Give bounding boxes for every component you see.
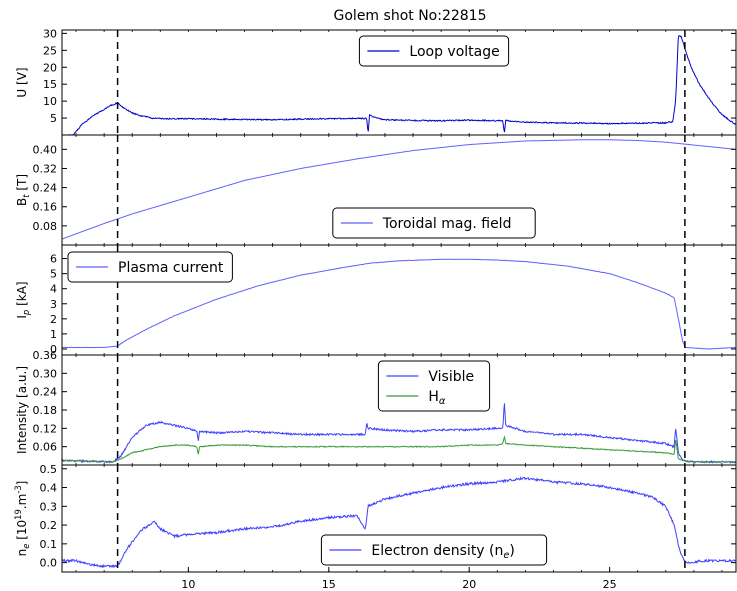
legend-box xyxy=(377,360,491,412)
series-line-1 xyxy=(62,258,736,350)
y-tick-label: 0.18 xyxy=(33,404,58,417)
legend: Electron density (ne) xyxy=(320,534,548,566)
panel-2: 0.08 0.16 0.24 0.32 0.40 Bt [T] Toroidal mag. … xyxy=(15,134,737,246)
x-tick-label: 10 xyxy=(181,578,195,591)
y-tick-label: 0.1 xyxy=(40,538,58,551)
legend: Visible Hα xyxy=(377,360,491,412)
y-axis-label: Intensity [a.u.] xyxy=(15,366,29,454)
panel-3: 0 1 2 3 4 5 6 Ip [kA] Plasma current xyxy=(15,244,737,356)
y-tick-label: 0.24 xyxy=(33,386,58,399)
plot-frame xyxy=(61,464,737,573)
series-line-1 xyxy=(62,139,736,240)
series-line-1 xyxy=(62,476,736,569)
y-axis-label: U [V] xyxy=(15,67,29,97)
y-tick-label: 0.30 xyxy=(33,367,58,380)
y-tick-label: 0.16 xyxy=(33,201,58,214)
y-tick-label: 5 xyxy=(50,112,57,125)
y-tick-label: 10 xyxy=(43,95,57,108)
y-tick-label: 0.12 xyxy=(33,422,58,435)
y-tick-label: 30 xyxy=(43,27,57,40)
legend-box xyxy=(358,35,510,67)
x-tick-label: 20 xyxy=(462,578,476,591)
y-tick-label: 0.40 xyxy=(33,143,58,156)
legend-label: Loop voltage xyxy=(409,44,499,60)
x-tick-label: 15 xyxy=(322,578,336,591)
y-tick-label: 0.2 xyxy=(40,519,58,532)
panel-4: 0.06 0.12 0.18 0.24 0.30 0.36 Intensity [a.u.]… xyxy=(15,349,737,466)
panel-5: 0.0 0.1 0.2 0.3 0.4 0.5 10 15 20 25 ne [1019.m-3] E… xyxy=(13,463,737,591)
y-tick-label: 4 xyxy=(50,283,57,296)
y-tick-label: 0 xyxy=(50,343,57,356)
series-line-1 xyxy=(62,34,736,135)
x-tick-label: 25 xyxy=(603,578,617,591)
y-tick-label: 0.5 xyxy=(40,463,58,476)
y-tick-label: 0.06 xyxy=(33,441,58,454)
y-tick-label: 0.0 xyxy=(40,557,58,570)
panel-1: 5 10 15 20 25 30 U [V] Loop voltage xyxy=(15,27,737,136)
legend-label: Electron density (ne) xyxy=(371,543,515,561)
y-tick-label: 0.3 xyxy=(40,500,58,513)
y-tick-label: 0.08 xyxy=(33,220,58,233)
y-tick-label: 0.32 xyxy=(33,162,58,175)
y-tick-label: 20 xyxy=(43,61,57,74)
y-tick-label: 0.4 xyxy=(40,482,58,495)
y-tick-label: 0.24 xyxy=(33,182,58,195)
legend-label: Visible xyxy=(428,369,474,385)
legend-label: Toroidal mag. field xyxy=(382,216,512,232)
legend: Toroidal mag. field xyxy=(332,207,536,239)
y-tick-label: 0.36 xyxy=(33,349,58,362)
legend-box xyxy=(320,534,548,566)
y-tick-label: 25 xyxy=(43,44,57,57)
y-tick-label: 6 xyxy=(50,253,57,266)
y-tick-label: 2 xyxy=(50,313,57,326)
y-tick-label: 1 xyxy=(50,328,57,341)
y-axis-label: Bt [T] xyxy=(15,174,31,206)
chart-title: Golem shot No:22815 xyxy=(334,8,487,24)
legend: Loop voltage xyxy=(358,35,510,67)
legend: Plasma current xyxy=(67,251,233,283)
y-tick-label: 15 xyxy=(43,78,57,91)
legend-box xyxy=(67,251,233,283)
legend-label: Hα xyxy=(428,389,446,407)
y-axis-label: Ip [kA] xyxy=(15,281,31,318)
legend-label: Plasma current xyxy=(118,260,224,276)
series-line-1 xyxy=(62,403,736,464)
y-tick-label: 5 xyxy=(50,268,57,281)
series-line-2 xyxy=(62,435,736,464)
legend-box xyxy=(332,207,536,239)
y-axis-label: ne [1019.m-3] xyxy=(13,481,31,557)
y-tick-label: 3 xyxy=(50,298,57,311)
